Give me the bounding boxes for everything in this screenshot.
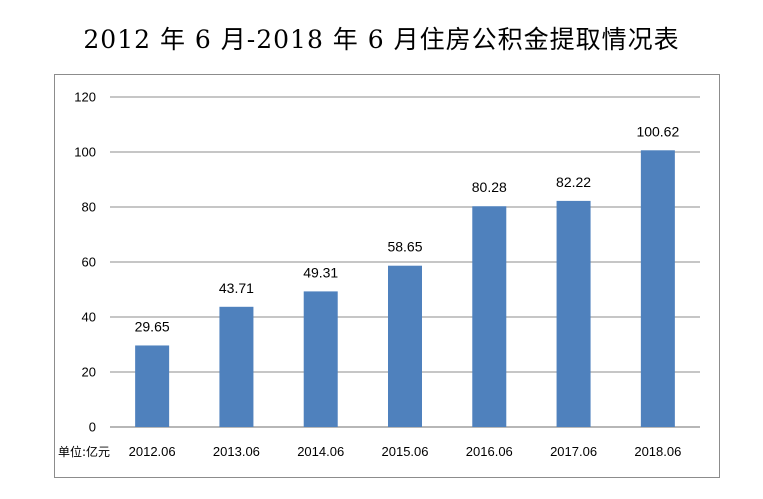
bars (135, 150, 675, 428)
data-label: 82.22 (556, 174, 591, 190)
data-label: 58.65 (387, 239, 422, 255)
y-tick-label: 100 (74, 145, 96, 160)
data-label: 43.71 (219, 280, 254, 296)
chart-title: 2012 年 6 月-2018 年 6 月住房公积金提取情况表 (83, 25, 680, 54)
data-label: 29.65 (135, 318, 170, 334)
bar (472, 206, 507, 427)
data-label: 100.62 (636, 123, 679, 139)
y-tick-label: 20 (82, 365, 96, 380)
x-tick-label: 2013.06 (213, 444, 260, 459)
x-tick-label: 2016.06 (466, 444, 513, 459)
bar (556, 200, 591, 427)
x-tick-label: 2017.06 (550, 444, 597, 459)
x-tick-labels: 2012.06 2013.06 2014.06 2015.06 2016.06 2017.… (129, 444, 682, 459)
data-label: 80.28 (472, 179, 507, 195)
x-tick-label: 2012.06 (129, 444, 176, 459)
bar (303, 291, 338, 427)
bar (640, 150, 675, 428)
y-tick-label: 80 (82, 200, 96, 215)
data-label: 49.31 (303, 264, 338, 280)
x-tick-label: 2015.06 (382, 444, 429, 459)
y-tick-label: 40 (82, 310, 96, 325)
bar (219, 306, 254, 427)
y-tick-labels: 0 20 40 60 80 100 120 (74, 90, 96, 435)
y-tick-label: 60 (82, 255, 96, 270)
y-tick-label: 0 (89, 420, 96, 435)
y-tick-label: 120 (74, 90, 96, 105)
data-labels: 29.65 43.71 49.31 58.65 80.28 82.22 100.62 (135, 123, 680, 334)
unit-label: 单位:亿元 (58, 444, 110, 459)
x-tick-label: 2018.06 (634, 444, 681, 459)
bar (388, 265, 422, 427)
x-tick-label: 2014.06 (297, 444, 344, 459)
bar (135, 345, 170, 427)
